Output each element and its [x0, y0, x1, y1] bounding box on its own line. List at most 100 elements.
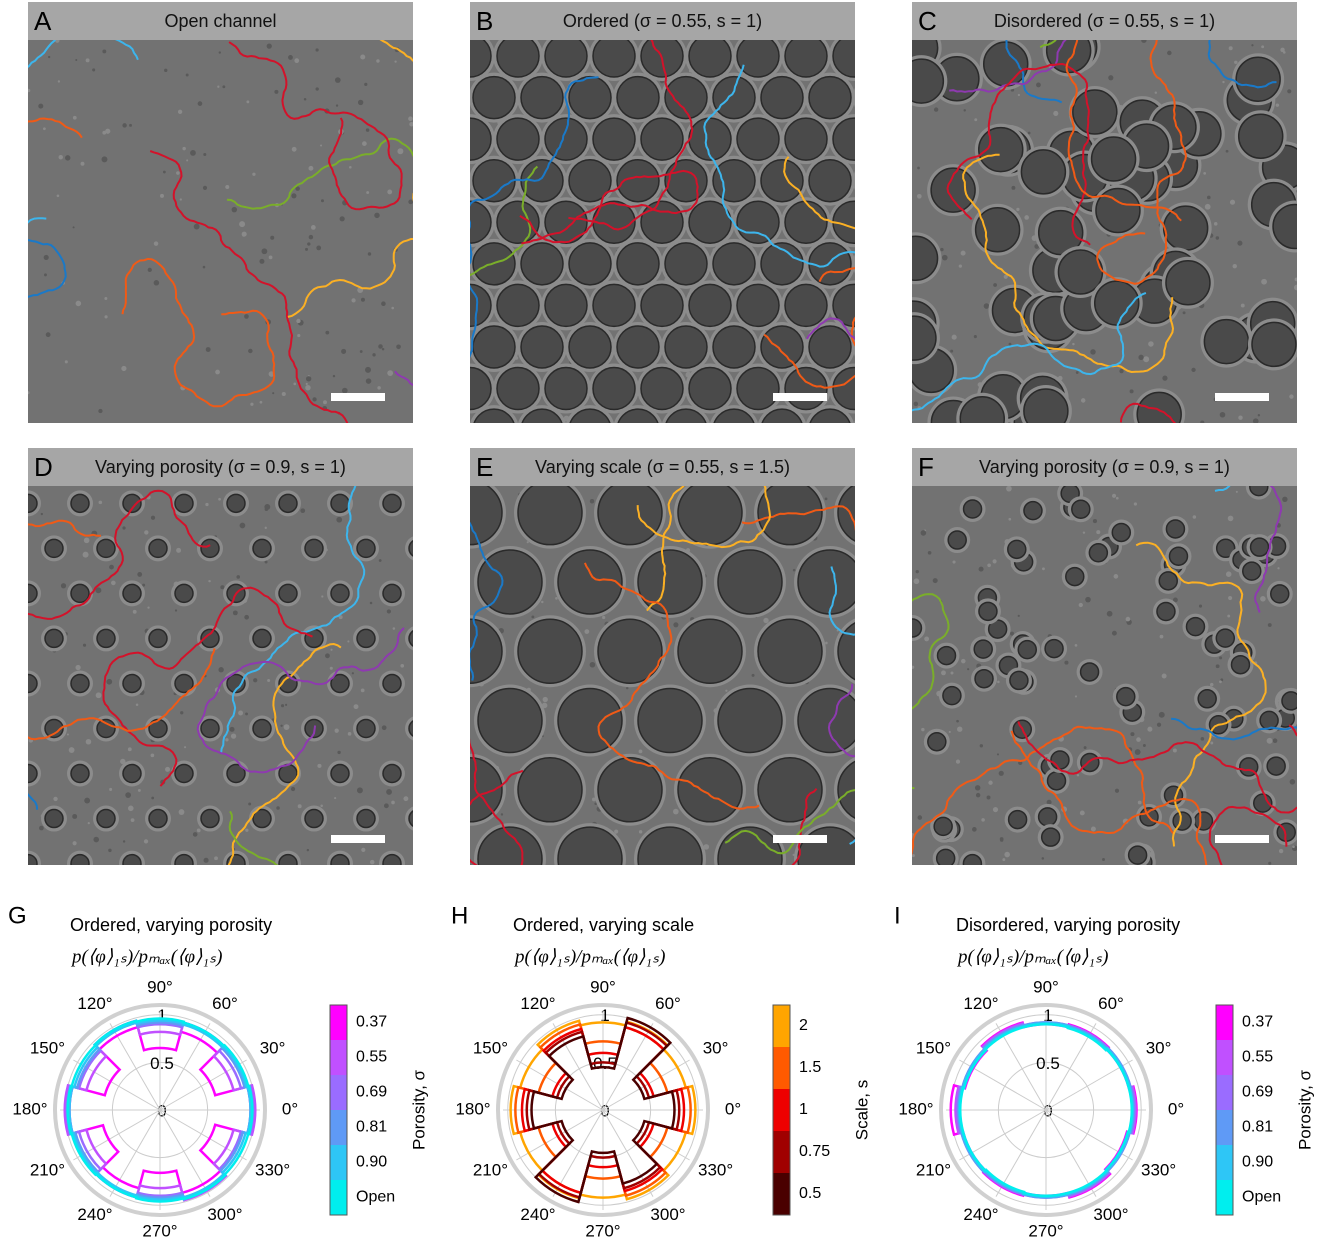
- speck: [250, 402, 254, 406]
- speck: [1113, 574, 1119, 579]
- speck: [95, 587, 102, 594]
- trajectory: [583, 562, 760, 810]
- speck: [186, 159, 189, 162]
- speck: [225, 738, 229, 742]
- speck: [120, 758, 126, 765]
- speck: [72, 226, 75, 229]
- plot-letter: H: [451, 902, 468, 929]
- pillar: [713, 408, 755, 423]
- colorbar-segment: [1216, 1110, 1233, 1146]
- speck: [1148, 341, 1154, 347]
- speck: [280, 724, 283, 727]
- speck: [1130, 732, 1135, 737]
- speck: [28, 391, 30, 395]
- image-bg: [28, 40, 413, 423]
- pillar: [45, 900, 63, 918]
- radial-tick-label: 1: [1043, 1006, 1052, 1025]
- pillar: [1116, 686, 1136, 707]
- scale-bar: [331, 393, 385, 401]
- pillar: [382, 493, 402, 514]
- trajectory: [121, 257, 276, 408]
- pillar: [982, 41, 1029, 87]
- speck: [291, 193, 297, 199]
- speck: [266, 43, 272, 49]
- speck: [336, 516, 343, 523]
- speck: [408, 199, 413, 205]
- speck: [638, 749, 643, 754]
- speck: [320, 804, 323, 808]
- speck: [927, 550, 932, 555]
- speck: [1115, 496, 1119, 500]
- speck: [184, 746, 187, 749]
- speck: [283, 724, 290, 730]
- speck: [297, 333, 301, 338]
- speck: [82, 551, 89, 558]
- speck: [329, 666, 333, 670]
- speck: [121, 365, 127, 372]
- speck: [290, 786, 296, 792]
- speck: [72, 115, 77, 120]
- speck: [1234, 60, 1238, 65]
- pillar: [122, 583, 142, 604]
- pillar: [356, 538, 376, 559]
- speck: [102, 130, 107, 135]
- pillar: [808, 75, 852, 120]
- speck: [1154, 91, 1158, 94]
- pillar: [784, 40, 828, 78]
- speck: [1191, 367, 1196, 372]
- speck: [147, 267, 152, 273]
- speck: [921, 727, 925, 732]
- speck: [967, 668, 970, 671]
- speck: [303, 97, 307, 101]
- speck: [93, 836, 100, 843]
- speck: [43, 254, 49, 260]
- angle-label: 240°: [963, 1205, 998, 1224]
- speck: [824, 497, 828, 501]
- speck: [285, 703, 288, 706]
- speck: [912, 854, 915, 858]
- scale-bar: [1215, 835, 1269, 843]
- speck: [321, 595, 324, 598]
- speck: [912, 665, 915, 669]
- pillar: [1215, 538, 1236, 559]
- pillar: [496, 283, 540, 328]
- speck: [132, 609, 137, 614]
- angle-grid: [109, 1023, 161, 1111]
- colorbar-tick-label: 0.81: [1242, 1119, 1273, 1136]
- speck: [190, 150, 196, 156]
- pillar: [1088, 543, 1109, 563]
- trajectory: [828, 566, 855, 845]
- pillar: [520, 325, 564, 369]
- speck: [218, 667, 224, 673]
- pillar: [688, 200, 732, 245]
- angle-label: 60°: [1098, 994, 1124, 1013]
- trajectory: [220, 486, 366, 753]
- speck: [347, 732, 352, 736]
- pillar: [1165, 519, 1186, 539]
- trajectory: [470, 738, 524, 865]
- pillar: [1270, 584, 1290, 604]
- speck: [1136, 737, 1141, 742]
- pillar: [640, 117, 684, 161]
- speck: [64, 360, 68, 364]
- speck: [972, 827, 977, 832]
- speck: [68, 747, 75, 753]
- pillar: [1249, 537, 1270, 557]
- speck: [84, 797, 91, 804]
- speck: [65, 155, 71, 161]
- speck: [386, 789, 392, 795]
- speck: [39, 825, 44, 831]
- pillar: [568, 158, 612, 203]
- speck: [203, 152, 207, 156]
- speck: [1260, 596, 1266, 602]
- colorbar-segment: [1216, 1040, 1233, 1076]
- pillar: [912, 58, 945, 104]
- speck: [387, 189, 393, 195]
- title-bar: [912, 2, 1297, 40]
- speck: [360, 54, 366, 60]
- pillar: [435, 855, 453, 873]
- pillar: [1095, 187, 1141, 234]
- speck: [941, 670, 946, 676]
- speck: [1228, 46, 1233, 51]
